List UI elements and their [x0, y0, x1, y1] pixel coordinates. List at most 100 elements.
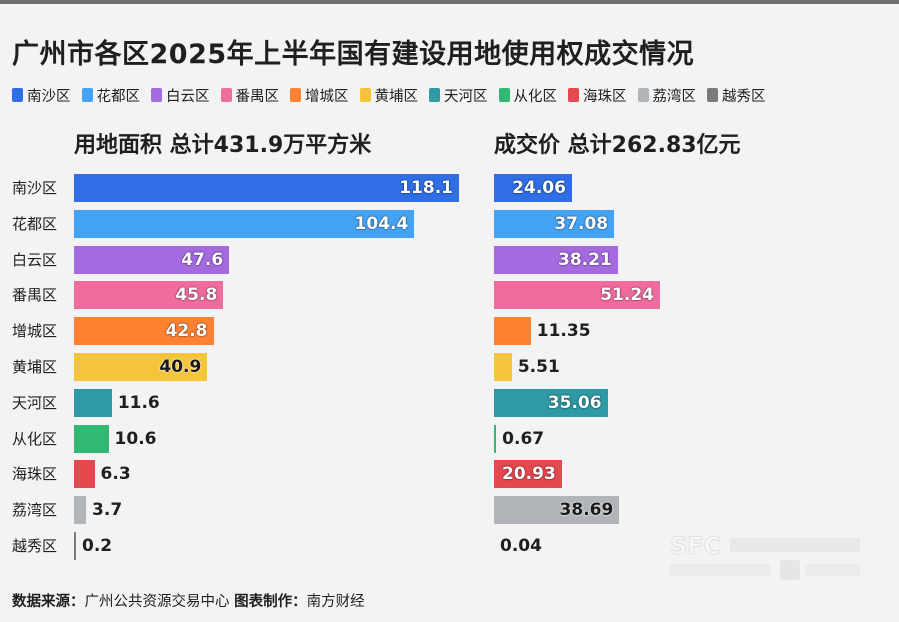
price-bar: [494, 388, 608, 417]
legend-swatch: [637, 88, 649, 102]
land-value-label: 11.6: [117, 392, 160, 413]
price-bar: [494, 209, 615, 238]
legend-label: 南沙区: [27, 88, 71, 105]
land-bar: [74, 388, 112, 417]
land-value-label: 10.6: [114, 428, 157, 449]
land-bar: [74, 174, 459, 202]
price-bar: [494, 532, 496, 560]
land-bar: [74, 532, 76, 560]
row-label: 增城区: [12, 322, 58, 341]
price-bar: [494, 496, 620, 525]
row-label: 海珠区: [12, 465, 58, 484]
legend-swatch: [81, 88, 93, 102]
row-label: 黄埔区: [12, 358, 58, 376]
legend-item: 荔湾区: [637, 85, 697, 106]
source-note: 数据来源：广州公共资源交易中心 图表制作：南方财经: [12, 590, 365, 611]
legend-label: 从化区: [513, 88, 558, 105]
legend-swatch: [359, 88, 371, 102]
land-value-label: 104.4: [354, 213, 409, 234]
price-bar: [494, 245, 618, 274]
source-label: 数据来源：: [12, 594, 85, 610]
land-value-label: 47.6: [181, 249, 224, 270]
price-value-label: 0.04: [500, 536, 542, 556]
maker-text: 南方财经: [306, 594, 365, 610]
price-bar: [494, 174, 572, 202]
row-label: 从化区: [12, 429, 58, 448]
top-border: [0, 0, 899, 4]
legend-label: 黄埔区: [374, 88, 419, 105]
legend-swatch: [290, 88, 301, 102]
legend-swatch: [498, 88, 510, 102]
land-bar: [74, 460, 95, 489]
land-value-label: 6.3: [100, 464, 131, 485]
legend-label: 番禺区: [235, 88, 280, 105]
maker-label: 图表制作：: [234, 594, 307, 610]
legend-item: 番禺区: [220, 85, 280, 106]
land-bar: [74, 353, 208, 381]
land-bar: [74, 424, 109, 453]
legend-label: 海珠区: [583, 88, 627, 105]
land-value-label: 42.8: [165, 321, 208, 342]
price-bar: [494, 281, 660, 310]
legend-label: 天河区: [444, 88, 488, 105]
land-value-label: 45.8: [175, 285, 218, 306]
land-bar: [74, 317, 214, 346]
legend-item: 越秀区: [707, 85, 766, 106]
legend-swatch: [12, 88, 23, 102]
legend-item: 白云区: [151, 85, 210, 106]
land-value-label: 0.2: [82, 536, 113, 556]
price-value-label: 51.24: [600, 285, 654, 306]
legend-label: 荔湾区: [652, 88, 697, 105]
price-value-label: 38.21: [558, 249, 612, 270]
land-bar: [74, 281, 224, 310]
row-label: 越秀区: [12, 537, 58, 555]
legend-label: 花都区: [96, 88, 141, 105]
legend-swatch: [429, 88, 440, 102]
svg-text:SFC: SFC: [670, 532, 721, 560]
row-label: 花都区: [12, 214, 58, 233]
row-label: 荔湾区: [12, 501, 58, 520]
legend-label: 增城区: [305, 88, 349, 105]
price-bar: [494, 317, 531, 346]
price-value-label: 35.06: [547, 392, 602, 413]
land-bar: [74, 496, 87, 525]
price-value-label: 5.51: [517, 357, 560, 377]
row-label: 南沙区: [12, 179, 58, 197]
legend-item: 天河区: [429, 85, 488, 106]
land-value-label: 40.9: [159, 357, 202, 377]
land-bar: [74, 209, 415, 238]
land-value-label: 118.1: [399, 178, 453, 198]
price-value-label: 24.06: [512, 178, 566, 198]
legend-item: 海珠区: [568, 85, 627, 106]
land-area-subtitle: 用地面积 总计431.9万平方米: [74, 133, 372, 158]
land-value-label: 3.7: [92, 500, 123, 521]
row-label: 番禺区: [12, 286, 58, 305]
row-label: 天河区: [12, 393, 58, 412]
legend-label: 越秀区: [722, 88, 766, 105]
land-bar: [74, 245, 230, 274]
price-value-label: 20.93: [502, 464, 556, 485]
price-bar: [494, 424, 497, 453]
legend-swatch: [707, 88, 718, 102]
chart-title: 广州市各区2025年上半年国有建设用地使用权成交情况: [12, 39, 695, 70]
legend-item: 增城区: [290, 85, 349, 106]
legend-item: 从化区: [498, 85, 558, 106]
watermark-logo: SFC: [670, 532, 860, 580]
price-value-label: 11.35: [536, 321, 591, 342]
price-subtitle: 成交价 总计262.83亿元: [494, 133, 741, 158]
legend-item: 花都区: [81, 85, 141, 106]
source-text: 广州公共资源交易中心: [84, 594, 230, 610]
price-value-label: 38.69: [559, 500, 614, 521]
legend-label: 白云区: [166, 88, 210, 105]
price-bar: [494, 353, 512, 381]
legend-item: 黄埔区: [359, 85, 419, 106]
row-label: 白云区: [12, 250, 58, 269]
price-value-label: 37.08: [554, 213, 609, 234]
legend: 南沙区 花都区 白云区 番禺区 增城区 黄埔区 天河区 从化区 海珠区 荔湾区 越秀区: [12, 84, 777, 106]
legend-swatch: [151, 88, 162, 102]
legend-swatch: [568, 88, 579, 102]
price-bar: [494, 460, 562, 489]
price-value-label: 0.67: [502, 428, 545, 449]
legend-swatch: [220, 88, 232, 102]
legend-item: 南沙区: [12, 85, 71, 106]
